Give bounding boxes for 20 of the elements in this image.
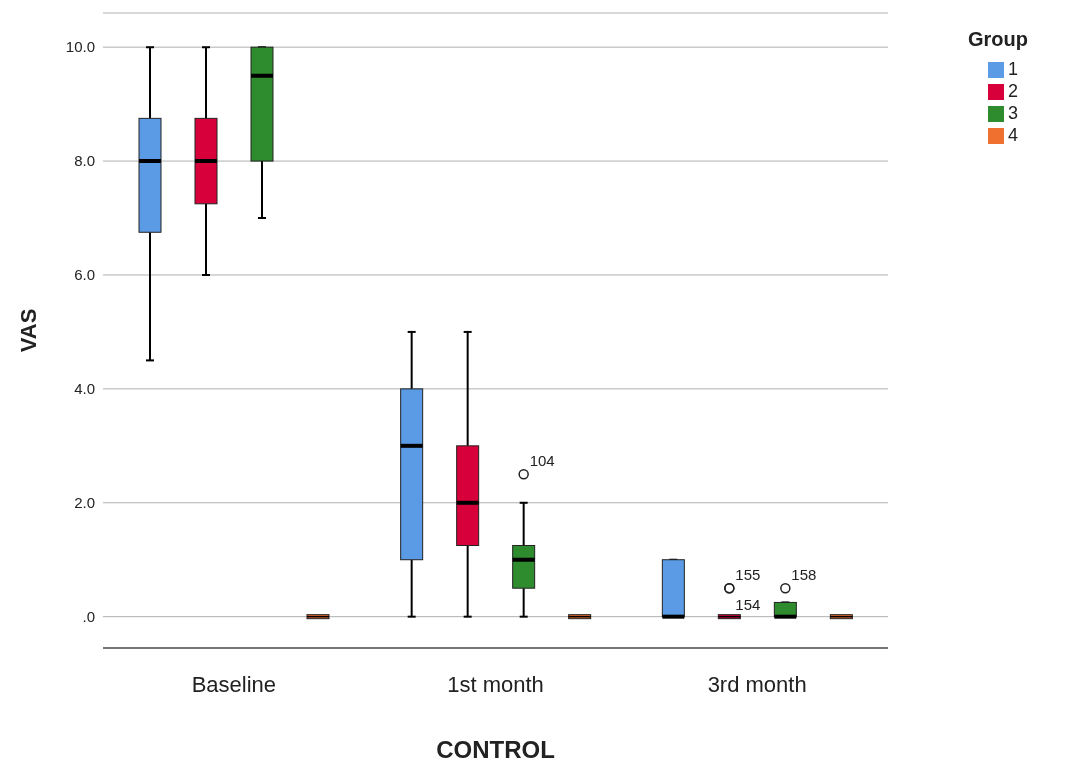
- annotation: 158: [791, 566, 817, 584]
- x-tick-label: Baseline: [191, 671, 277, 697]
- annotation: 155: [735, 566, 761, 584]
- annotation: 154: [735, 596, 761, 614]
- x-tick-label: 1st month: [447, 671, 544, 697]
- legend-title: Group: [968, 28, 1029, 51]
- y-axis-title: VAS: [15, 308, 41, 353]
- y-tick-label: 8.0: [74, 152, 95, 170]
- y-tick-label: 10.0: [65, 38, 95, 56]
- y-tick-label: 6.0: [74, 266, 95, 284]
- legend-label: 1: [1008, 59, 1019, 79]
- annotation: 104: [529, 452, 555, 470]
- x-axis-title: CONTROL: [436, 736, 555, 763]
- legend-label: 4: [1008, 125, 1019, 145]
- y-tick-label: 2.0: [74, 494, 95, 512]
- y-tick-label: 4.0: [74, 380, 95, 398]
- legend-label: 2: [1008, 81, 1019, 101]
- x-tick-label: 3rd month: [707, 671, 807, 697]
- y-tick-label: .0: [82, 608, 95, 625]
- legend-label: 3: [1008, 103, 1019, 123]
